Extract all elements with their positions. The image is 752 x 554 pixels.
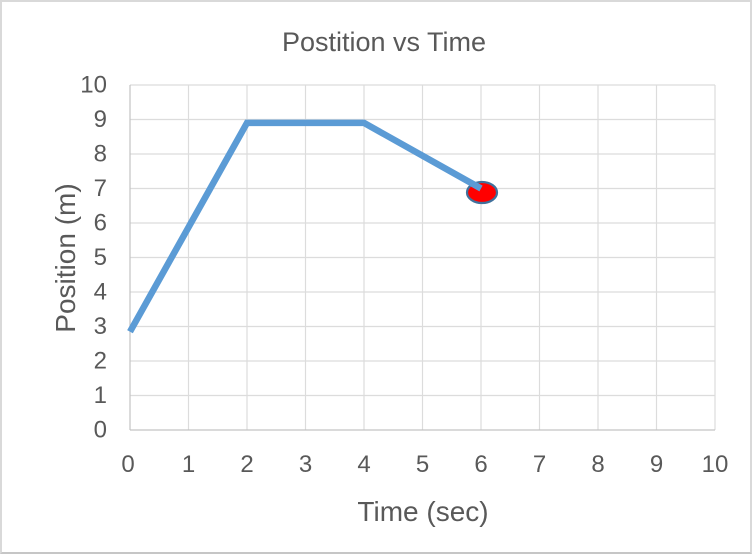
x-tick: 2 xyxy=(240,451,253,478)
y-tick: 7 xyxy=(94,175,107,202)
axis-lines xyxy=(129,85,715,431)
y-tick: 2 xyxy=(94,348,107,375)
x-tick: 1 xyxy=(182,451,195,478)
data-line xyxy=(127,119,483,334)
y-tick: 4 xyxy=(94,279,107,306)
x-axis-title: Time (sec) xyxy=(357,496,488,527)
x-tick: 8 xyxy=(591,451,604,478)
x-tick: 3 xyxy=(299,451,312,478)
y-tick: 3 xyxy=(94,313,107,340)
x-tick-labels: 0 1 2 3 4 5 6 7 8 9 10 xyxy=(121,451,728,478)
y-tick: 6 xyxy=(94,210,107,237)
y-tick: 5 xyxy=(94,244,107,271)
y-tick: 10 xyxy=(80,72,107,99)
y-tick-labels: 0 1 2 3 4 5 6 7 8 9 10 xyxy=(80,72,107,444)
chart-title: Postition vs Time xyxy=(282,27,486,57)
x-tick: 4 xyxy=(357,451,370,478)
y-tick: 9 xyxy=(94,106,107,133)
x-tick: 9 xyxy=(650,451,663,478)
y-tick: 8 xyxy=(94,141,107,168)
y-tick: 0 xyxy=(94,417,107,444)
x-tick: 0 xyxy=(121,451,134,478)
y-axis-title: Position (m) xyxy=(50,183,81,332)
y-tick: 1 xyxy=(94,382,107,409)
x-tick: 5 xyxy=(416,451,429,478)
x-tick: 7 xyxy=(533,451,546,478)
x-tick: 6 xyxy=(474,451,487,478)
x-tick: 10 xyxy=(702,451,729,478)
